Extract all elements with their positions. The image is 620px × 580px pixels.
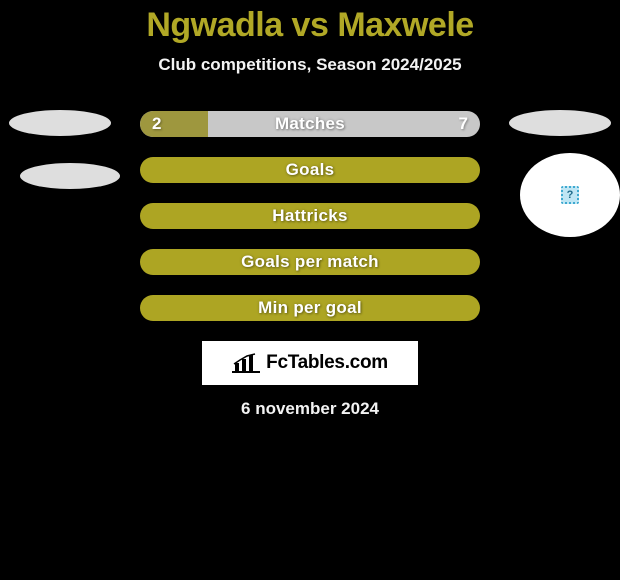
bar-goals-label: Goals	[140, 157, 480, 183]
bar-matches: 2 Matches 7	[140, 111, 480, 137]
bar-min-per-goal: Min per goal	[140, 295, 480, 321]
avatar-placeholder-left-top	[9, 110, 111, 136]
branding-inner: FcTables.com	[232, 352, 388, 374]
page-subtitle: Club competitions, Season 2024/2025	[0, 55, 620, 75]
bar-goals-per-match-label: Goals per match	[140, 249, 480, 275]
bar-goals: Goals	[140, 157, 480, 183]
bar-hattricks: Hattricks	[140, 203, 480, 229]
bar-goals-per-match: Goals per match	[140, 249, 480, 275]
branding-text: FcTables.com	[266, 352, 388, 374]
bar-matches-label: Matches	[140, 111, 480, 137]
avatar-placeholder-right-top	[509, 110, 611, 136]
bar-hattricks-label: Hattricks	[140, 203, 480, 229]
bar-min-per-goal-label: Min per goal	[140, 295, 480, 321]
bars-container: 2 Matches 7 Goals Hattricks Goals per ma…	[140, 111, 480, 321]
avatar-placeholder-right-bottom: ?	[520, 153, 620, 237]
avatar-placeholder-left-bottom	[20, 163, 120, 189]
branding-box: FcTables.com	[202, 341, 418, 385]
missing-image-icon: ?	[561, 186, 579, 204]
page-title: Ngwadla vs Maxwele	[0, 0, 620, 45]
footer-date: 6 november 2024	[0, 399, 620, 419]
fctables-chart-icon	[232, 353, 260, 373]
comparison-bars-area: ? 2 Matches 7 Goals Hattricks Goals per …	[0, 111, 620, 321]
bar-matches-right-value: 7	[459, 111, 468, 137]
